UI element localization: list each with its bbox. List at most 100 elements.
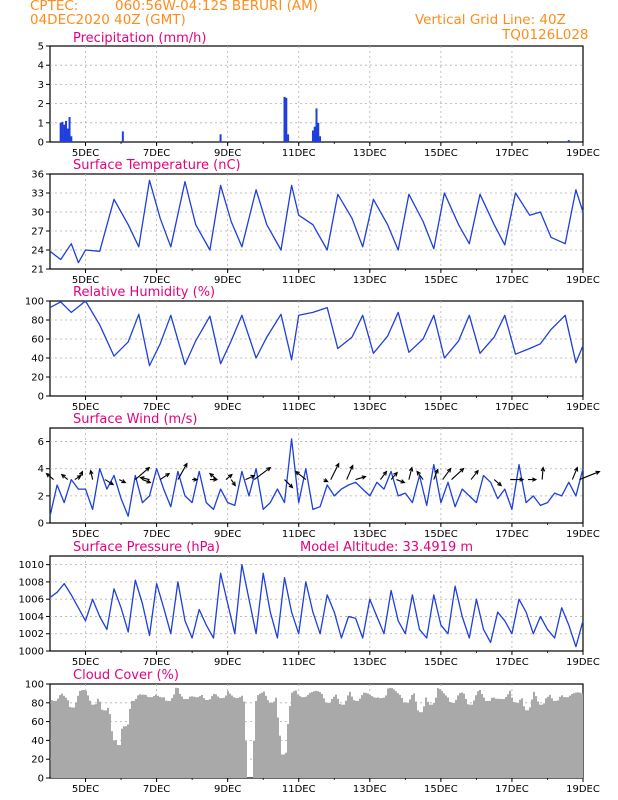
y-tick-label: 4 [38,61,44,72]
cloud-bar [467,704,469,778]
cloud-bar [185,699,187,778]
cloud-bar [281,754,283,778]
cloud-bar [297,694,299,778]
cloud-bar [421,712,423,778]
x-tick-label: 17DEC [495,529,529,540]
cloud-bar [195,697,197,778]
series-line [49,563,584,648]
cloud-bar [107,707,109,778]
wind-arrow-head [459,467,465,473]
wind-arrow-head [335,462,340,468]
cloud-bar [83,690,85,778]
cloud-bar [129,708,131,778]
x-tick-label: 7DEC [143,657,170,668]
cloud-bar [571,693,573,778]
x-tick-label: 19DEC [566,784,600,795]
cloud-bar [223,697,225,778]
precip-bar [121,131,124,142]
y-tick-label: 0 [38,392,44,403]
cloud-bar [63,695,65,778]
wind-arrow-head [227,473,233,479]
wind-arrow-head [121,479,127,484]
cloud-bar [259,693,261,778]
cloud-bar [537,701,539,778]
cloud-bar [109,714,111,778]
wind-arrow [46,473,54,480]
precip-bar [66,128,69,142]
cloud-bar [267,700,269,778]
y-tick-label: 0 [38,774,44,785]
wind-arrow-head [474,469,479,475]
cloud-bar [307,694,309,778]
cloud-bar [471,704,473,778]
x-tick-label: 17DEC [495,402,529,413]
wind-arrow-head [231,481,236,487]
cloud-bar [521,698,523,778]
cloud-bar [191,696,193,778]
x-tick-label: 9DEC [214,402,241,413]
wind-arrow-head [266,466,272,472]
cloud-bar [161,697,163,778]
x-tick-label: 5DEC [72,275,99,286]
x-tick-label: 15DEC [424,402,458,413]
wind-arrow [408,467,413,480]
cloud-bar [285,752,287,778]
x-tick-label: 13DEC [353,148,387,159]
cloud-bar [211,696,213,778]
precip-bar [567,140,570,142]
cloud-bar [443,693,445,778]
cloud-bar [327,702,329,778]
cloud-bar [105,710,107,778]
cloud-bar [439,689,441,778]
cloud-bar [341,704,343,778]
cloud-bar [169,700,171,778]
cloud-bar [199,696,201,778]
cloud-bar [283,754,285,778]
cloud-bar [237,698,239,778]
series-line [49,300,584,367]
cloud-bar [203,698,205,778]
cloud-bar [287,724,289,778]
cloud-bar [333,696,335,778]
cloud-bar [151,697,153,778]
cloud-bar [387,688,389,778]
cloud-bar [461,692,463,778]
cloud-bar [419,712,421,778]
wind-arrow-head [595,470,601,475]
cloud-bar [65,697,67,778]
cloud-bar [93,704,95,778]
wind-arrow [295,471,307,481]
wind-arrow-head [89,469,94,475]
cloud-bar [485,700,487,778]
x-tick-label: 17DEC [495,275,529,286]
x-tick-label: 19DEC [566,657,600,668]
cloud-bar [121,728,123,778]
cloud-bar [205,699,207,778]
x-tick-label: 11DEC [282,402,316,413]
cloud-bar [505,696,507,778]
wind-arrow-head [497,481,503,487]
cloud-bar [229,693,231,778]
wind-arrow [416,471,424,480]
cloud-bar [51,700,53,778]
wind-arrow [225,474,233,480]
cloud-bar [339,704,341,778]
cloud-bar [345,700,347,778]
cloud-bar [319,692,321,778]
cloud-bar [581,693,583,778]
cloud-bar [375,697,377,778]
cloud-bar [175,687,177,778]
cloud-bar [409,699,411,778]
cloud-bar [487,700,489,778]
y-tick-label: 27 [31,227,44,238]
precip-bar [313,126,316,142]
cloud-bar [351,696,353,778]
cloud-bar [531,699,533,778]
wind-arrow-head [393,471,398,477]
cloud-bar [363,692,365,778]
x-tick-label: 11DEC [282,148,316,159]
x-tick-label: 13DEC [353,402,387,413]
precip-bar [315,108,318,142]
header-grid-note: Vertical Grid Line: 40Z [415,12,566,28]
panel-3: 5DEC 7DEC 9DEC 11DEC 13DEC 15DEC 17DEC 19DEC 0 20… [25,285,600,413]
